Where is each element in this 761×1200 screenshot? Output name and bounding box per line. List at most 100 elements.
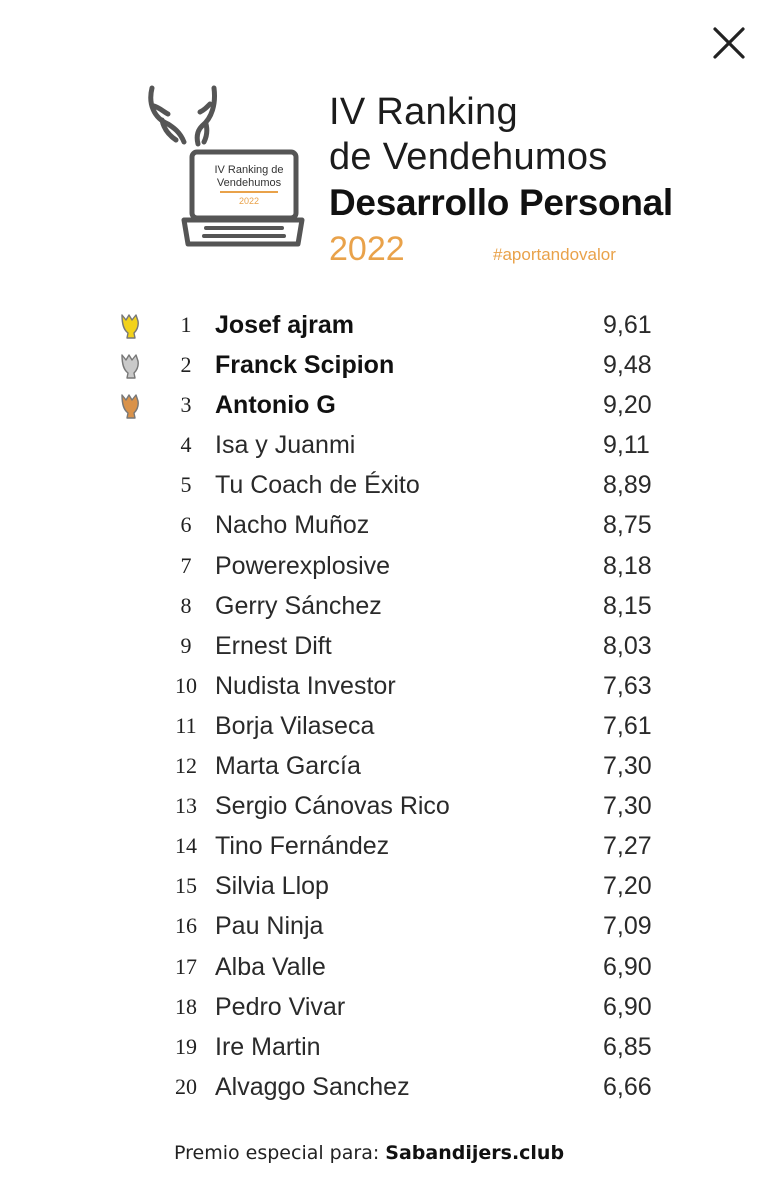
- footer-prefix: Premio especial para:: [174, 1142, 386, 1164]
- ranking-row: 7 Powerexplosive 8,18: [0, 546, 761, 586]
- ranking-row: 9 Ernest Dift 8,03: [0, 626, 761, 666]
- ranking-score: 7,30: [603, 792, 652, 821]
- ranking-score: 7,61: [603, 711, 652, 740]
- ranking-position: 8: [180, 592, 192, 618]
- page-title: IV Ranking de Vendehumos Desarrollo Pers…: [329, 90, 673, 269]
- ranking-name: Alvaggo Sanchez: [215, 1072, 410, 1101]
- ranking-position: 12: [175, 753, 197, 779]
- ranking-row: 5 Tu Coach de Éxito 8,89: [0, 465, 761, 505]
- ranking-position: 15: [175, 873, 197, 899]
- ranking-position: 20: [175, 1073, 197, 1099]
- title-year: 2022: [329, 230, 405, 268]
- close-icon: [713, 27, 745, 59]
- ranking-name: Borja Vilaseca: [215, 711, 375, 740]
- ranking-name: Marta García: [215, 752, 361, 781]
- bronze-medal-icon: [117, 392, 145, 420]
- ranking-position: 10: [175, 672, 197, 698]
- ranking-score: 8,15: [603, 591, 652, 620]
- ranking-row: 16 Pau Ninja 7,09: [0, 906, 761, 946]
- ranking-score: 9,20: [603, 391, 652, 420]
- ranking-name: Isa y Juanmi: [215, 431, 356, 460]
- ranking-score: 7,20: [603, 872, 652, 901]
- ranking-name: Antonio G: [215, 391, 336, 420]
- ranking-position: 17: [175, 953, 197, 979]
- close-button[interactable]: [708, 22, 750, 64]
- ranking-score: 7,30: [603, 752, 652, 781]
- ranking-position: 4: [180, 432, 192, 458]
- ranking-name: Nudista Investor: [215, 671, 396, 700]
- ranking-row: 17 Alba Valle 6,90: [0, 947, 761, 987]
- ranking-row: 2 Franck Scipion 9,48: [0, 345, 761, 385]
- ranking-score: 6,90: [603, 992, 652, 1021]
- ranking-name: Josef ajram: [215, 311, 354, 339]
- ranking-position: 5: [180, 472, 192, 498]
- ranking-logo: IV Ranking de Vendehumos 2022: [144, 84, 306, 254]
- ranking-row: 11 Borja Vilaseca 7,61: [0, 706, 761, 746]
- ranking-name: Tu Coach de Éxito: [215, 471, 420, 500]
- silver-medal-icon: [117, 352, 145, 380]
- ranking-score: 7,63: [603, 671, 652, 700]
- ranking-score: 8,75: [603, 511, 652, 540]
- ranking-name: Tino Fernández: [215, 832, 390, 861]
- title-line3: Desarrollo Personal: [329, 182, 673, 223]
- ranking-name: Nacho Muñoz: [215, 511, 370, 540]
- ranking-row: 13 Sergio Cánovas Rico 7,30: [0, 786, 761, 826]
- ranking-name: Pedro Vivar: [215, 992, 346, 1021]
- ranking-row: 3 Antonio G 9,20: [0, 385, 761, 425]
- ranking-position: 13: [175, 793, 197, 819]
- ranking-score: 9,61: [603, 311, 652, 339]
- ranking-position: 1: [180, 312, 192, 337]
- ranking-name: Pau Ninja: [215, 912, 324, 941]
- hashtag: #aportandovalor: [493, 245, 616, 264]
- ranking-score: 6,90: [603, 952, 652, 981]
- ranking-score: 7,27: [603, 832, 652, 861]
- ranking-position: 2: [180, 352, 192, 378]
- ranking-score: 6,85: [603, 1032, 652, 1061]
- logo-line2: Vendehumos: [216, 177, 282, 189]
- logo-year: 2022: [238, 196, 260, 206]
- laptop-with-antlers-icon: [148, 85, 305, 247]
- ranking-row: 6 Nacho Muñoz 8,75: [0, 505, 761, 545]
- ranking-score: 8,89: [603, 471, 652, 500]
- ranking-position: 3: [180, 392, 192, 418]
- ranking-position: 6: [180, 512, 192, 538]
- ranking-position: 18: [175, 993, 197, 1019]
- title-line1: IV Ranking: [329, 91, 518, 133]
- ranking-row: 4 Isa y Juanmi 9,11: [0, 425, 761, 465]
- ranking-row: 10 Nudista Investor 7,63: [0, 666, 761, 706]
- ranking-name: Silvia Llop: [215, 872, 329, 901]
- ranking-name: Sergio Cánovas Rico: [215, 792, 450, 821]
- logo-underline: [220, 191, 278, 193]
- ranking-score: 8,03: [603, 631, 652, 660]
- ranking-row: 8 Gerry Sánchez 8,15: [0, 586, 761, 626]
- logo-text: IV Ranking de Vendehumos 2022: [194, 164, 304, 208]
- ranking-position: 11: [175, 712, 197, 738]
- ranking-row: 20 Alvaggo Sanchez 6,66: [0, 1067, 761, 1107]
- ranking-position: 9: [180, 632, 192, 658]
- ranking-score: 6,66: [603, 1072, 652, 1101]
- gold-medal-icon: [117, 312, 145, 340]
- ranking-name: Powerexplosive: [215, 551, 391, 580]
- ranking-position: 14: [175, 833, 197, 859]
- ranking-position: 16: [175, 913, 197, 939]
- ranking-position: 7: [180, 552, 192, 578]
- ranking-score: 8,18: [603, 551, 652, 580]
- ranking-name: Alba Valle: [215, 952, 326, 981]
- ranking-row: 15 Silvia Llop 7,20: [0, 866, 761, 906]
- ranking-name: Ire Martin: [215, 1032, 321, 1061]
- logo-line1: IV Ranking de: [214, 164, 284, 176]
- ranking-name: Franck Scipion: [215, 351, 395, 380]
- ranking-score: 7,09: [603, 912, 652, 941]
- footer-note: Premio especial para: Sabandijers.club: [174, 1142, 564, 1164]
- ranking-list: 1 Josef ajram 9,61 2 Franck Scipion 9,48 3 Anto…: [0, 305, 761, 1107]
- ranking-row: 1 Josef ajram 9,61: [0, 305, 761, 345]
- ranking-row: 14 Tino Fernández 7,27: [0, 826, 761, 866]
- ranking-row: 19 Ire Martin 6,85: [0, 1027, 761, 1067]
- footer-brand[interactable]: Sabandijers.club: [385, 1142, 565, 1164]
- ranking-name: Gerry Sánchez: [215, 591, 382, 620]
- title-line2: de Vendehumos: [329, 136, 608, 178]
- ranking-position: 19: [175, 1033, 197, 1059]
- ranking-row: 18 Pedro Vivar 6,90: [0, 987, 761, 1027]
- ranking-name: Ernest Dift: [215, 631, 332, 660]
- ranking-score: 9,48: [603, 351, 652, 380]
